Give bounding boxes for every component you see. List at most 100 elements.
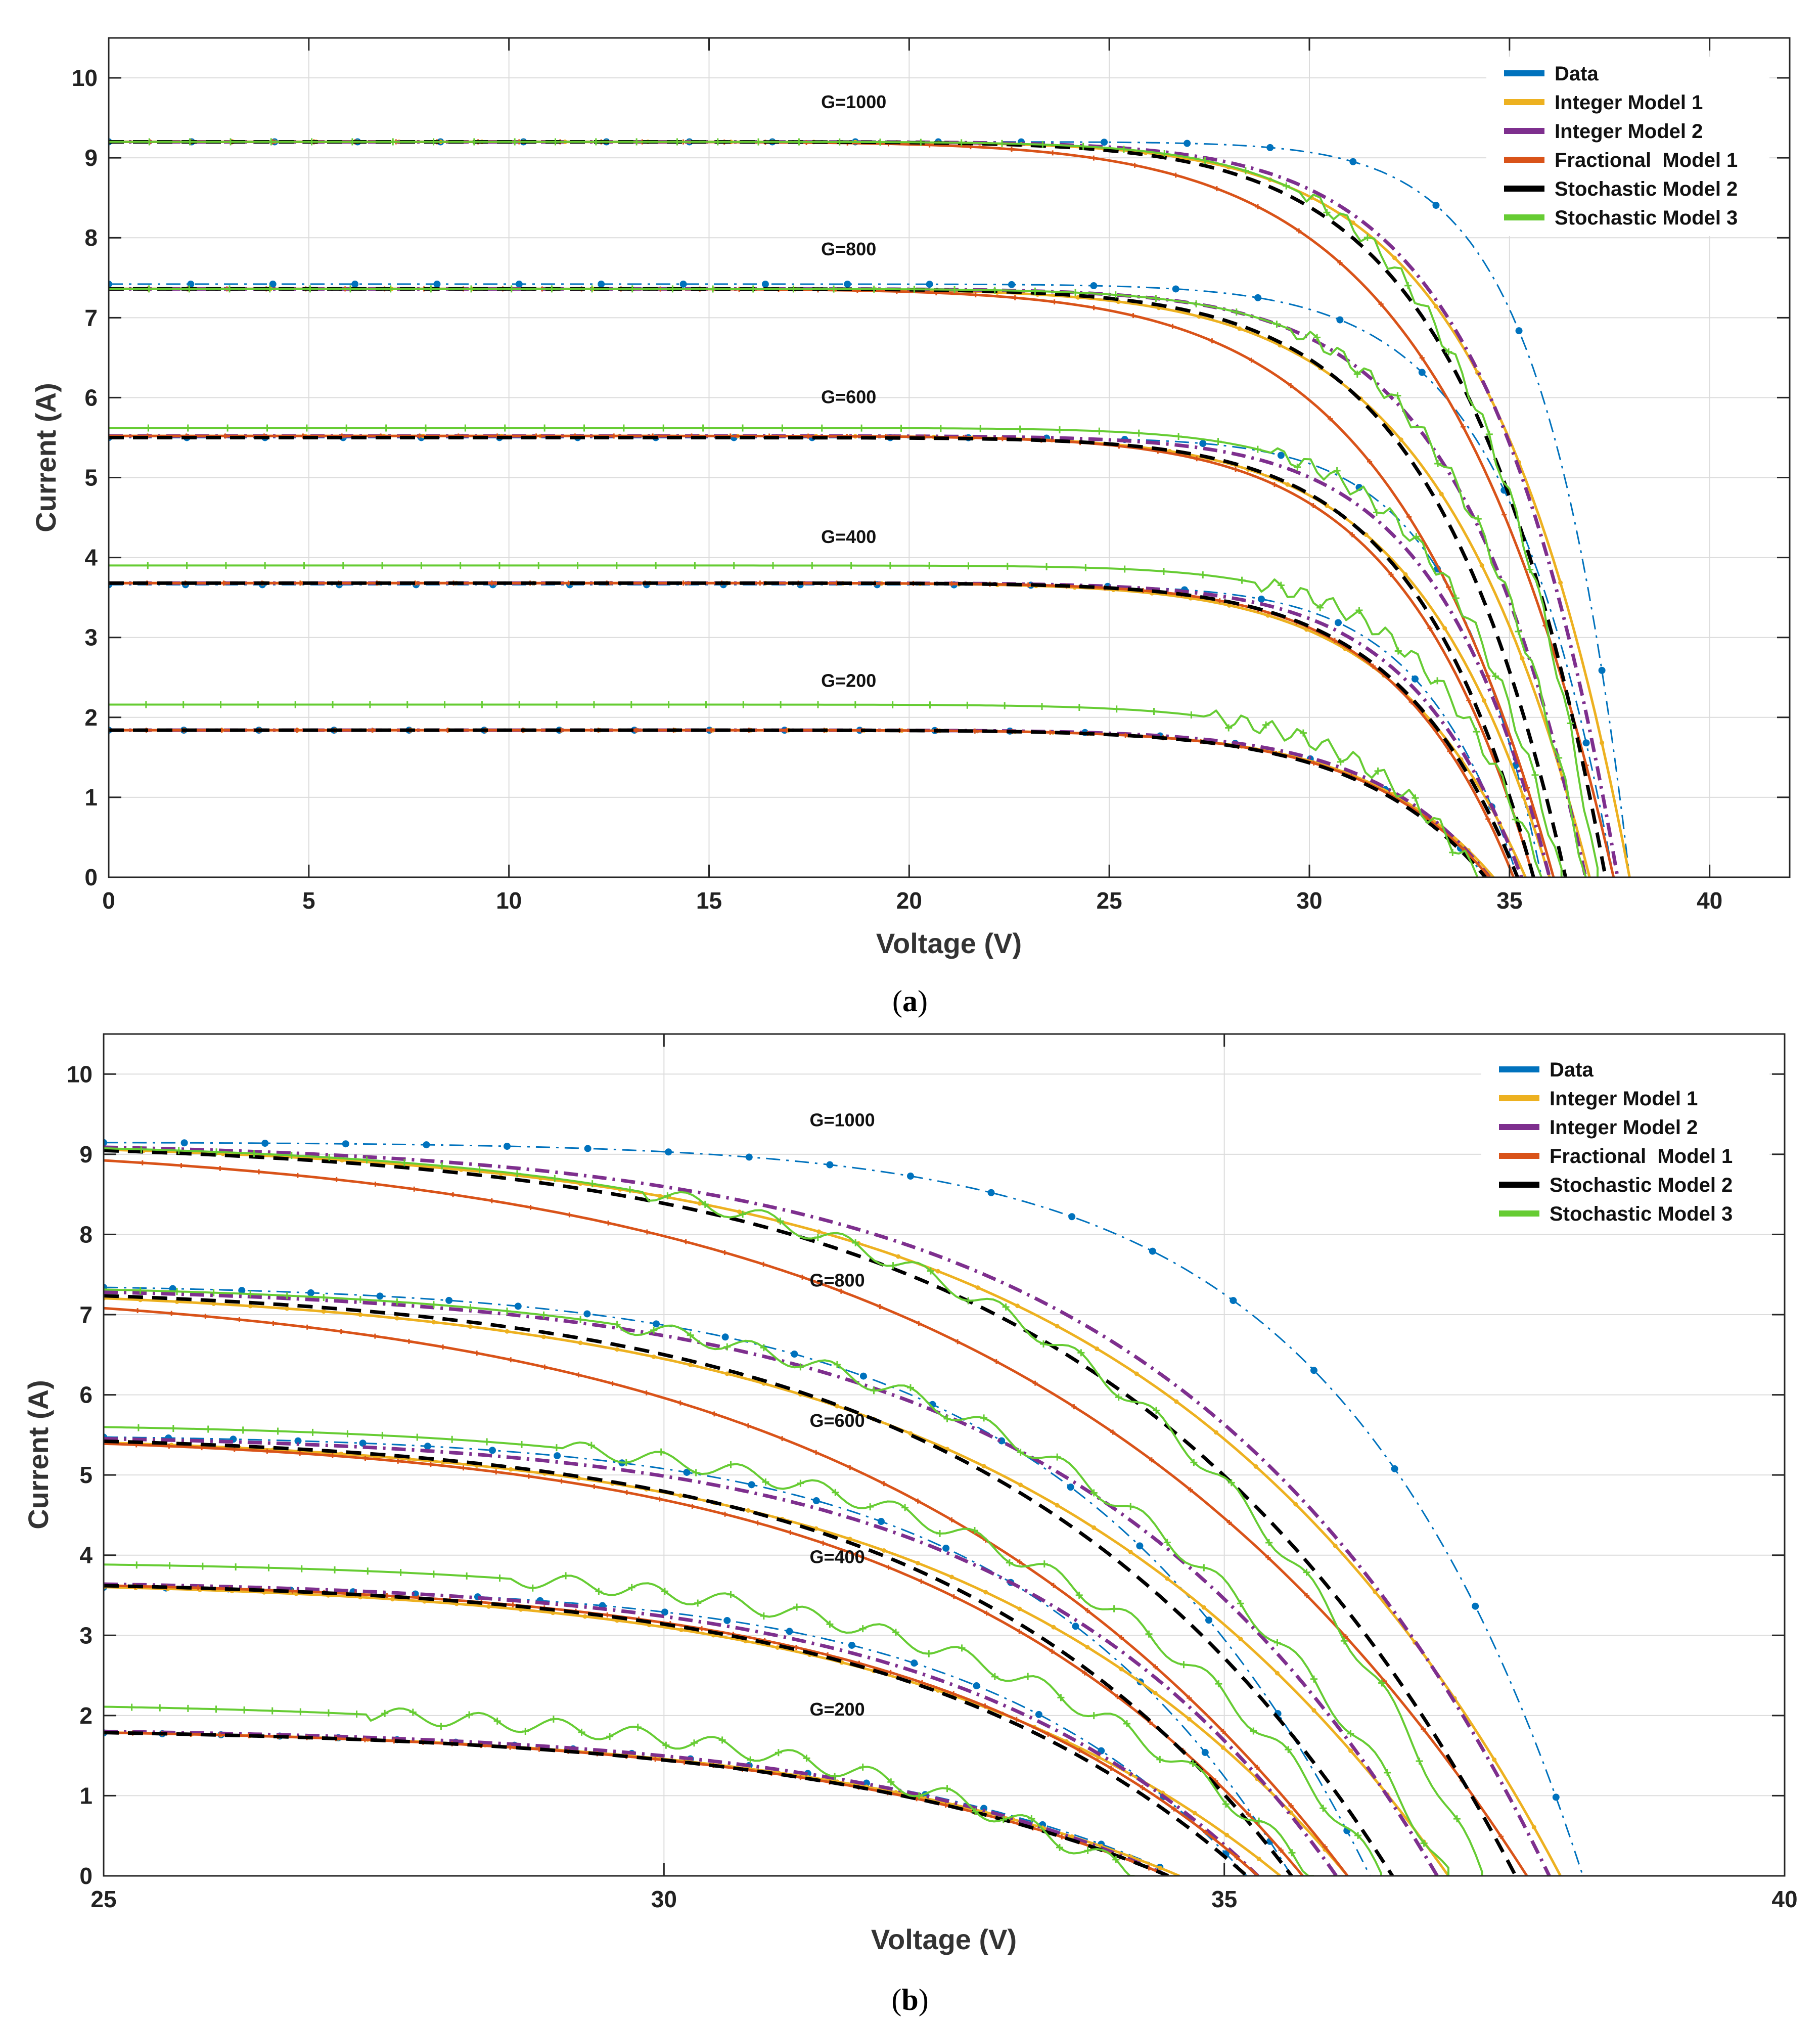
model-point [186,285,193,293]
model-point [1108,1766,1114,1771]
model-point [428,1462,433,1467]
model-point [797,1479,804,1487]
model-point [550,1715,557,1723]
model-point [1332,638,1338,643]
model-point [221,580,226,586]
data-point [504,1142,511,1150]
model-point [657,1193,662,1198]
data-point [1349,158,1357,165]
model-point [1017,1606,1022,1611]
model-point [687,1331,694,1339]
panel-a-chart: 0 5 10 15 20 25 30 35 40 0 1 2 3 4 5 6 7 8 9 10 G=1000 G=800… [30,37,1791,1018]
model-point [1479,563,1484,568]
legend-entry: Data [1550,1059,1594,1081]
model-point [973,292,978,298]
model-point [308,138,315,146]
model-point [1048,730,1053,735]
model-point [739,424,746,432]
model-point [1394,647,1402,655]
model-point [513,1170,521,1178]
model-point [1189,1760,1197,1767]
model-point [470,138,478,146]
series-line-5-g200 [104,1731,1169,1876]
model-point [577,1316,584,1323]
model-point [1171,1806,1177,1812]
model-point [330,1453,335,1458]
model-point [505,1329,510,1334]
data-point [761,280,769,288]
x-tick-label: 35 [1211,1886,1237,1912]
model-point [222,433,228,439]
data-point [261,1140,269,1147]
model-point [1600,740,1605,745]
y-tick-label: 5 [84,465,98,491]
model-point [203,1314,208,1319]
panel-b-legend: Data Integer Model 1 Integer Model 2 Fracti… [1481,1053,1769,1232]
series-line-6-g400 [109,564,1543,877]
model-point [633,138,641,146]
model-point [755,138,762,146]
model-point [727,1591,735,1598]
model-point [1130,313,1136,319]
model-point [178,1163,184,1169]
y-tick-label: 9 [79,1141,93,1167]
model-point [1049,1648,1055,1654]
model-point [702,701,710,708]
model-point [1466,698,1472,703]
data-point [665,1148,672,1156]
model-point [679,1627,684,1632]
model-point [1040,1560,1048,1568]
model-point [362,1737,368,1742]
model-point [1217,598,1222,604]
model-point [762,1478,769,1486]
model-point [508,285,515,293]
model-point [1147,1720,1153,1725]
model-point [1350,220,1355,225]
model-point [749,285,757,293]
model-point [847,562,855,569]
data-point [1412,675,1419,683]
series-line-2-g600 [104,1441,1349,1876]
model-point [179,701,187,708]
data-point [1310,1367,1317,1374]
model-point [1442,626,1447,631]
model-point [1278,1848,1284,1853]
model-point [1056,1844,1064,1851]
series-line-3-g1000 [104,1145,1551,1876]
model-point [232,1563,240,1571]
model-point [441,701,448,708]
model-point [1502,512,1507,517]
model-point [821,1540,826,1546]
model-point [1412,794,1419,802]
model-point [1520,656,1525,661]
model-point [793,1603,801,1611]
model-point [186,138,194,146]
model-point [294,1591,299,1596]
model-point [888,1670,893,1675]
model-point [981,1464,986,1469]
model-point [1233,467,1239,472]
model-point [329,701,337,708]
model-point [665,701,672,708]
model-point [169,1424,177,1432]
data-point [598,280,605,288]
model-point [867,1503,874,1511]
model-point [983,1590,988,1595]
model-point [1333,467,1341,474]
model-point [949,1575,954,1580]
model-point [727,1461,735,1468]
model-point [254,701,262,708]
data-point [1201,1748,1209,1756]
model-point [1531,771,1539,779]
model-point [508,1357,514,1363]
model-point [628,1584,635,1591]
panel-a-series [109,138,1631,877]
model-point [414,1433,421,1441]
model-point [723,1343,731,1351]
model-point [1123,1720,1131,1728]
model-point [877,139,884,146]
model-point [133,1561,141,1569]
model-point [135,1308,141,1314]
model-point [1110,1429,1116,1435]
